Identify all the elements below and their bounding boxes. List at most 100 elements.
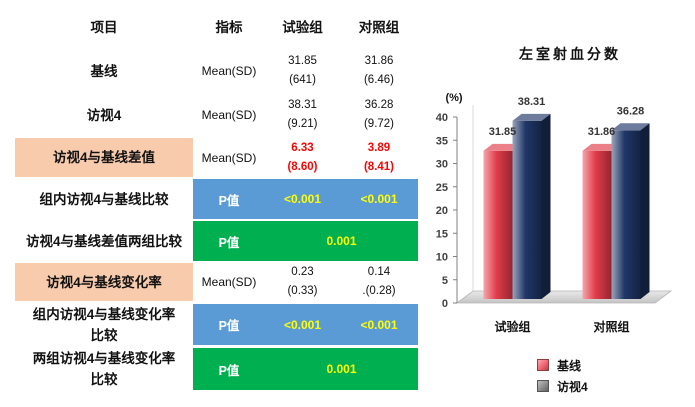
item-cell: 访视4与基线差值两组比较 <box>15 221 193 261</box>
sd-value: .(0.28) <box>362 285 396 297</box>
y-tick-label: 5 <box>442 275 448 287</box>
header-indicator: 指标 <box>215 20 243 35</box>
y-tick-label: 20 <box>436 205 448 217</box>
control-group-cell: 36.28 (9.72) <box>340 94 418 136</box>
mean-value: 31.86 <box>364 55 394 67</box>
item-cell: 组内访视4与基线变化率 比较 <box>15 304 193 345</box>
bar-top-s1-c0 <box>512 113 551 121</box>
p-value: 0.001 <box>326 234 357 248</box>
bar-top-s0-c0 <box>483 143 522 151</box>
table-header-row: 项目 指标 试验组 对照组 <box>15 8 418 44</box>
control-group-cell: 3.89 (8.41) <box>340 138 418 177</box>
indicator-cell: Mean(SD) <box>201 108 257 122</box>
row-between-group-difference-p: 访视4与基线差值两组比较 P值 0.001 <box>15 221 418 261</box>
test-group-cell: <0.001 <box>265 304 340 345</box>
y-tick-label: 0 <box>442 298 448 310</box>
sd-value: (8.41) <box>363 160 395 173</box>
mean-value: 0.23 <box>291 266 314 278</box>
p-value: <0.001 <box>283 317 322 332</box>
y-tick-label: 25 <box>436 182 448 194</box>
item-label: 访视4与基线差值 <box>52 150 155 165</box>
y-tick-label: 40 <box>436 112 448 124</box>
bar-s0-c0 <box>483 150 513 299</box>
indicator-cell: Mean(SD) <box>201 64 257 78</box>
test-group-cell: 38.31 (9.21) <box>265 94 340 136</box>
item-label: 访视4 <box>86 107 122 123</box>
bar-side-s1-c0 <box>541 113 551 300</box>
sd-value: (641) <box>289 74 316 86</box>
legend-marker-visit4 <box>537 380 549 392</box>
header-item: 项目 <box>90 20 118 35</box>
bar-top-s0-c1 <box>582 143 621 151</box>
row-visit4: 访视4 Mean(SD) 38.31 (9.21) 36.28 (9.72) <box>15 94 418 136</box>
mean-value: 36.28 <box>364 99 394 111</box>
row-baseline: 基线 Mean(SD) 31.85 (641) 31.86 (6.46) <box>15 48 418 94</box>
item-label-line-1: 两组访视4与基线变化率 <box>32 351 176 366</box>
sd-value: (8.60) <box>287 160 318 173</box>
y-tick-label: 30 <box>436 159 448 171</box>
mean-value: 6.33 <box>291 141 314 154</box>
item-cell: 访视4 <box>15 94 193 136</box>
test-group-cell: <0.001 <box>265 179 340 219</box>
item-label: 访视4与基线差值两组比较 <box>25 233 182 249</box>
category-label-0: 试验组 <box>494 319 530 334</box>
item-label-line-1: 组内访视4与基线变化率 <box>32 306 176 322</box>
row-within-group-difference-p: 组内访视4与基线比较 P值 <0.001 <0.001 <box>15 179 418 219</box>
control-group-cell: <0.001 <box>340 179 418 219</box>
header-test-group: 试验组 <box>282 20 323 35</box>
y-tick-label: 35 <box>436 135 448 147</box>
header-control-group: 对照组 <box>358 20 400 35</box>
sd-value: (9.72) <box>363 118 395 130</box>
bar-s1-c0 <box>512 120 542 300</box>
indicator-cell: Mean(SD) <box>201 275 257 289</box>
p-value: <0.001 <box>360 317 398 332</box>
test-group-cell: 0.23 (0.33) <box>265 263 340 301</box>
legend-item-visit4: 访视4 <box>537 379 588 394</box>
item-cell: 访视4与基线差值 <box>15 138 193 177</box>
chart-title: 左室射血分数 <box>519 46 621 62</box>
p-value: <0.001 <box>283 192 322 206</box>
item-cell: 两组访视4与基线变化率 比较 <box>15 348 193 390</box>
p-value: 0.001 <box>326 362 357 376</box>
mean-value: 3.89 <box>367 141 391 154</box>
sd-value: (9.21) <box>287 118 318 130</box>
row-between-group-change-rate-p: 两组访视4与基线变化率 比较 P值 0.001 <box>15 348 418 390</box>
legend-label-visit4: 访视4 <box>557 379 588 394</box>
item-cell: 组内访视4与基线比较 <box>15 179 193 219</box>
bar-top-s1-c1 <box>611 123 650 131</box>
legend-marker-baseline <box>537 359 549 371</box>
data-label-s1-c0: 38.31 <box>518 96 546 108</box>
mean-value: 0.14 <box>367 266 391 278</box>
indicator-cell: P值 <box>193 221 265 261</box>
item-label-line-2: 比较 <box>90 327 118 343</box>
control-group-cell: <0.001 <box>340 304 418 345</box>
category-label-1: 对照组 <box>593 319 629 334</box>
bar-s0-c1 <box>582 150 612 299</box>
indicator-cell: Mean(SD) <box>201 150 257 165</box>
results-table: 项目 指标 试验组 对照组 基线 Mean(SD) 31.85 (641) 31… <box>15 8 418 390</box>
row-within-group-change-rate-p: 组内访视4与基线变化率 比较 P值 <0.001 <0.001 <box>15 304 418 345</box>
y-tick-label: 10 <box>436 252 448 264</box>
item-cell: 基线 <box>15 48 193 94</box>
legend-item-baseline: 基线 <box>537 358 582 373</box>
data-label-s1-c1: 36.28 <box>617 105 645 117</box>
test-group-cell: 31.85 (641) <box>265 48 340 94</box>
bar-s1-c1 <box>611 130 641 299</box>
data-label-s0-c0: 31.85 <box>489 126 517 138</box>
legend-label-baseline: 基线 <box>557 358 582 373</box>
item-label: 组内访视4与基线比较 <box>39 191 169 207</box>
p-value: <0.001 <box>360 192 398 206</box>
control-group-cell: 0.14 .(0.28) <box>340 263 418 301</box>
indicator-cell: P值 <box>193 348 265 390</box>
indicator-cell: P值 <box>193 304 265 345</box>
sd-value: (0.33) <box>287 285 318 297</box>
row-visit4-baseline-change-rate: 访视4与基线变化率 Mean(SD) 0.23 (0.33) 0.14 .(0.… <box>15 263 418 301</box>
row-visit4-baseline-difference: 访视4与基线差值 Mean(SD) 6.33 (8.60) 3.89 (8.41… <box>15 138 418 177</box>
bar-side-s1-c1 <box>640 123 650 299</box>
y-tick-label: 15 <box>436 228 448 240</box>
item-label-line-2: 比较 <box>90 372 118 387</box>
indicator-cell: P值 <box>193 179 265 219</box>
item-label: 基线 <box>90 63 118 79</box>
mean-value: 38.31 <box>288 99 317 111</box>
